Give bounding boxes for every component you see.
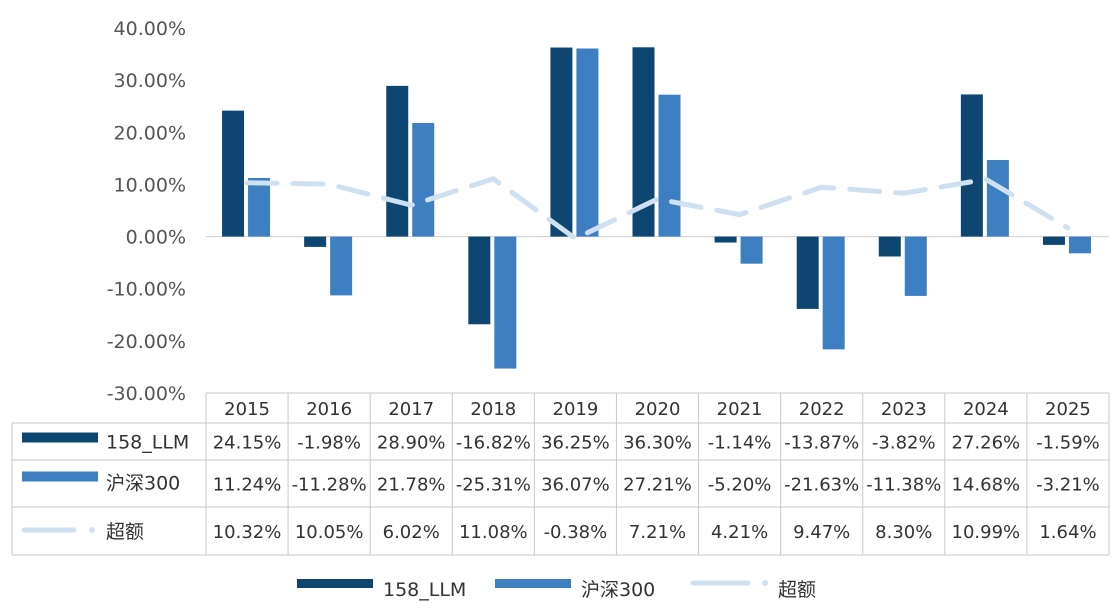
bar-hs300-2021	[740, 236, 763, 264]
table-legend-key	[22, 432, 98, 443]
y-tick-label: -10.00%	[107, 279, 186, 301]
bar-hs300-2025	[1068, 236, 1091, 254]
table-cell: -11.28%	[292, 475, 367, 496]
x-category-label: 2017	[388, 399, 434, 420]
table-cell: -1.98%	[297, 433, 361, 454]
bar-llm-2025	[1042, 236, 1065, 245]
table-cell: -13.87%	[784, 433, 859, 454]
y-tick-label: 30.00%	[114, 70, 186, 92]
table-cell: 36.07%	[541, 475, 610, 496]
excess-line	[244, 176, 1071, 242]
table-cell: 10.32%	[213, 522, 282, 543]
bar-hs300-2020	[658, 94, 681, 237]
table-row-label: 158_LLM	[106, 432, 189, 454]
table-cell: 1.64%	[1039, 522, 1096, 543]
bar-hs300-2015	[248, 177, 271, 237]
table-cell: 27.26%	[952, 433, 1021, 454]
bar-llm-2020	[632, 47, 655, 237]
x-category-label: 2016	[306, 399, 352, 420]
table-cell: 24.15%	[213, 433, 282, 454]
table-cell: 7.21%	[629, 522, 686, 543]
bar-hs300-2022	[822, 236, 845, 350]
y-tick-label: 0.00%	[126, 227, 186, 249]
table-cell: 28.90%	[377, 433, 446, 454]
table-cell: 10.05%	[295, 522, 364, 543]
table-cell: 6.02%	[383, 522, 440, 543]
table-cell: 8.30%	[875, 522, 932, 543]
x-category-label: 2022	[799, 399, 845, 420]
table-cell: -1.59%	[1036, 433, 1100, 454]
table-cell: 11.08%	[459, 522, 528, 543]
y-tick-label: 20.00%	[114, 122, 186, 144]
bar-llm-2016	[304, 236, 327, 247]
legend-key-excess-dot	[762, 580, 768, 586]
table-cell: 11.24%	[213, 475, 282, 496]
bar-hs300-2019	[576, 48, 599, 237]
table-cell: -3.82%	[872, 433, 936, 454]
x-category-label: 2025	[1045, 399, 1091, 420]
bar-hs300-2017	[412, 123, 435, 237]
x-category-label: 2018	[470, 399, 516, 420]
table-cell: 36.25%	[541, 433, 610, 454]
legend-label-excess: 超额	[778, 579, 816, 601]
y-tick-label: 10.00%	[114, 174, 186, 196]
table-cell: 9.47%	[793, 522, 850, 543]
table-cell: 21.78%	[377, 475, 446, 496]
bar-llm-2022	[796, 236, 819, 309]
legend-label-hs300: 沪深300	[581, 579, 655, 601]
table-cell: -16.82%	[456, 433, 531, 454]
x-category-label: 2024	[963, 399, 1009, 420]
y-tick-label: -30.00%	[107, 383, 186, 405]
table-cell: -0.38%	[544, 522, 608, 543]
table-cell: -5.20%	[708, 475, 772, 496]
table-legend-key	[22, 471, 98, 482]
table-cell: -11.38%	[866, 475, 941, 496]
bar-llm-2015	[222, 110, 245, 237]
table-cell: 14.68%	[952, 475, 1021, 496]
table-cell: 4.21%	[711, 522, 768, 543]
bar-hs300-2023	[904, 236, 927, 296]
table-cell: 27.21%	[623, 475, 692, 496]
table-cell: -1.14%	[708, 433, 772, 454]
bar-llm-2018	[468, 236, 491, 325]
x-category-label: 2019	[553, 399, 599, 420]
table-cell: 10.99%	[952, 522, 1021, 543]
table-row-label: 超额	[106, 521, 144, 543]
bar-hs300-2018	[494, 236, 517, 369]
bar-llm-2023	[878, 236, 901, 257]
table-cell: -25.31%	[456, 475, 531, 496]
x-category-label: 2020	[635, 399, 681, 420]
table-legend-key	[89, 527, 95, 533]
y-tick-label: 40.00%	[114, 18, 186, 40]
legend-label-llm: 158_LLM	[383, 579, 466, 601]
table-row-label: 沪深300	[106, 473, 180, 495]
legend-key-llm	[297, 579, 373, 588]
x-category-label: 2023	[881, 399, 927, 420]
bar-llm-2019	[550, 47, 573, 237]
y-tick-label: -20.00%	[107, 331, 186, 353]
x-category-label: 2021	[717, 399, 763, 420]
x-category-label: 2015	[224, 399, 270, 420]
table-cell: -21.63%	[784, 475, 859, 496]
bar-hs300-2016	[330, 236, 353, 296]
bar-llm-2021	[714, 236, 737, 243]
table-cell: 36.30%	[623, 433, 692, 454]
table-cell: -3.21%	[1036, 475, 1100, 496]
legend-key-hs300	[495, 579, 571, 588]
bar-hs300-2024	[986, 160, 1009, 237]
bar-llm-2024	[960, 94, 983, 237]
bar-llm-2017	[386, 85, 409, 237]
